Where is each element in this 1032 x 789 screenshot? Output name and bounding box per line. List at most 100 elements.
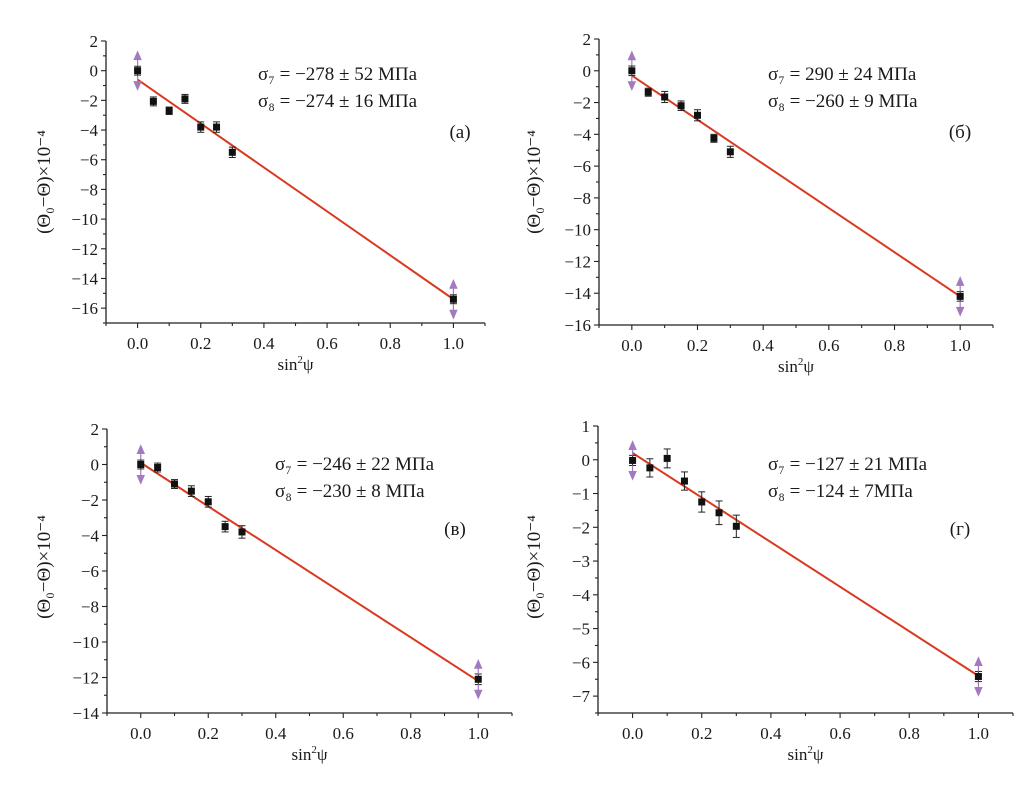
y-tick-label: −4 [80,121,99,140]
data-marker [197,123,205,131]
fit-line [632,452,979,677]
data-point [213,121,221,133]
x-tick-label: 0.6 [818,336,839,355]
x-axis-label-tail: ψ [303,355,314,374]
y-tick-label: −4 [573,125,592,144]
data-point [181,93,189,104]
x-tick-label: 0.8 [899,724,920,743]
y-tick-label: −6 [81,562,99,581]
y-tick-label: 0 [583,62,592,81]
data-point [955,276,965,317]
data-point [726,145,734,158]
y-axis-label: (Θ₀−Θ)×10⁻⁴ [524,130,545,234]
data-marker [628,67,636,75]
arrow-up-icon [133,50,142,61]
data-marker [698,498,706,506]
y-tick-label: −8 [81,598,99,617]
x-tick-label: 0.6 [829,724,850,743]
data-point [628,440,637,481]
x-tick-label: 0.8 [380,334,401,353]
data-point [238,525,246,539]
data-marker [644,88,652,96]
data-point [710,133,718,143]
chart-panel-1: 0.0 0.2 0.4 0.6 0.8 1.0 2 0 −2 −4 −6 −8 −10 −12 −14 −16… [34,32,486,374]
x-axis-label-sup: 2 [798,356,804,368]
data-point [171,479,178,489]
x-axis-label-sup: 2 [311,744,317,756]
data-point [644,87,652,97]
y-tick-label: 2 [583,30,592,49]
x-axis-label-sup: 2 [297,354,303,366]
y-tick-label: −14 [72,704,99,723]
data-point [228,146,236,159]
data-marker [213,123,221,131]
y-tick-label: 0 [582,451,591,470]
y-axis-label: (Θ₀−Θ)×10⁻⁴ [524,515,545,619]
data-point [197,121,205,133]
data-point [154,462,162,473]
x-axis-label-tail: ψ [803,357,814,376]
x-tick-label: 0.6 [333,724,354,743]
x-axis-label-tail: ψ [813,745,824,764]
y-tick-label: −7 [572,687,591,706]
arrow-up-icon [974,656,983,667]
y-tick-label: −5 [572,620,590,639]
data-point [698,491,706,513]
data-marker [646,464,654,472]
arrow-up-icon [627,50,637,61]
x-tick-label: 0.0 [130,724,151,743]
x-tick-label: 0.4 [265,724,287,743]
y-tick-label: −2 [80,91,98,110]
data-point [715,500,723,526]
data-marker [134,67,142,75]
y-tick-label: −10 [71,210,98,229]
data-point [694,109,701,122]
y-tick-label: −6 [572,653,590,672]
stress-annotation: σ₇ = −246 ± 22 МПа [275,454,435,475]
y-tick-label: 0 [91,456,100,475]
y-tick-label: 2 [90,32,99,51]
data-point [473,659,483,700]
y-tick-label: −6 [80,151,98,170]
data-point [136,444,146,485]
y-tick-label: −16 [564,316,591,335]
data-point [221,520,229,533]
x-tick-label: 0.8 [884,336,905,355]
y-tick-label: −12 [72,669,99,688]
y-tick-label: −2 [573,94,591,113]
arrow-up-icon [955,276,965,286]
panel-label: (а) [449,122,470,143]
x-tick-label: 0.4 [253,334,275,353]
y-tick-label: 1 [582,417,591,436]
x-axis-label-base: sin [778,357,798,376]
y-tick-label: −14 [564,284,591,303]
data-marker [677,102,685,110]
y-tick-label: −4 [81,527,100,546]
chart-panel-2: 0.0 0.2 0.4 0.6 0.8 1.0 2 0 −2 −4 −6 −8 −10 −12 −14 −16… [524,30,994,376]
chart-panel-4: 0.0 0.2 0.4 0.6 0.8 1.0 1 0 −1 −2 −3 −4 −5 −6 −7 sin2ψ (… [524,417,1014,764]
y-tick-label: −10 [72,633,99,652]
x-tick-label: 0.2 [198,724,219,743]
data-marker [137,461,145,468]
data-point [732,514,740,538]
arrow-down-icon [133,81,142,91]
stress-annotation: σ₈ = −260 ± 9 МПа [768,91,918,112]
x-axis-label: sin2ψ [788,744,824,764]
x-axis-label: sin2ψ [778,356,814,376]
x-tick-label: 0.0 [127,334,148,353]
panel-label: (г) [950,519,970,540]
fit-line [137,78,454,301]
x-tick-label: 0.2 [190,334,211,353]
data-marker [171,480,178,488]
y-tick-label: −4 [572,586,591,605]
data-marker [187,487,195,495]
x-tick-label: 0.2 [691,724,712,743]
data-marker [710,134,718,142]
stress-annotation: σ₇ = −278 ± 52 МПа [258,64,418,85]
data-marker [661,93,669,101]
x-tick-label: 0.4 [753,336,775,355]
fit-line [140,461,479,682]
y-tick-label: −16 [71,299,98,318]
arrow-up-icon [449,279,458,289]
